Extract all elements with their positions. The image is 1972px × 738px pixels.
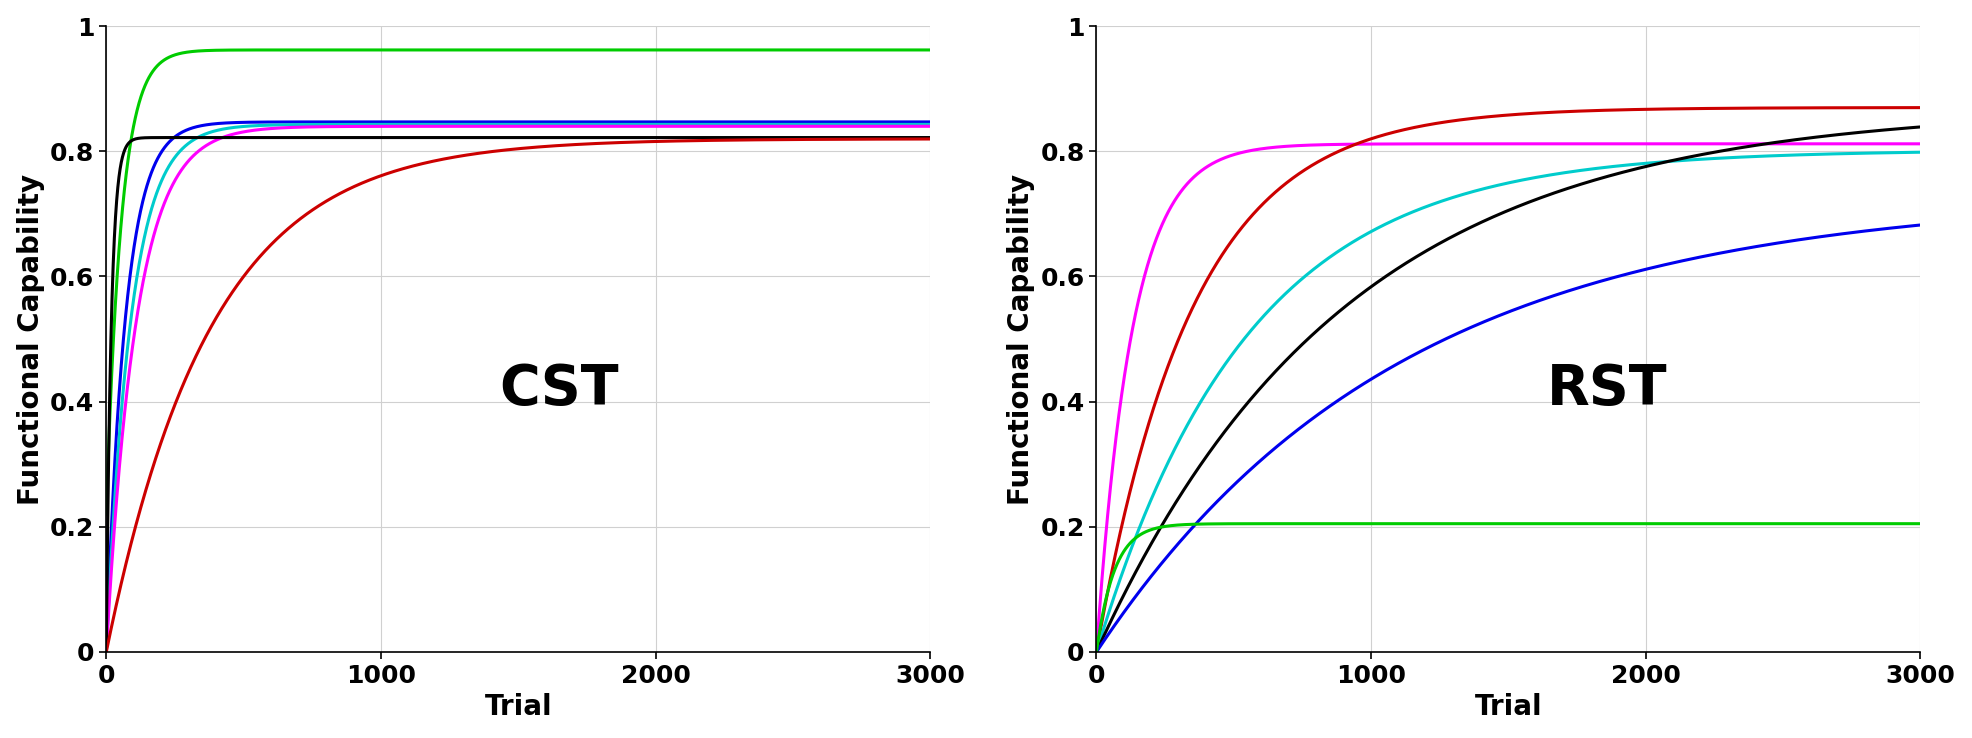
Y-axis label: Functional Capability: Functional Capability [16, 173, 45, 505]
Text: RST: RST [1548, 362, 1668, 416]
X-axis label: Trial: Trial [485, 693, 552, 721]
X-axis label: Trial: Trial [1475, 693, 1542, 721]
Y-axis label: Functional Capability: Functional Capability [1008, 173, 1035, 505]
Text: CST: CST [499, 362, 619, 416]
